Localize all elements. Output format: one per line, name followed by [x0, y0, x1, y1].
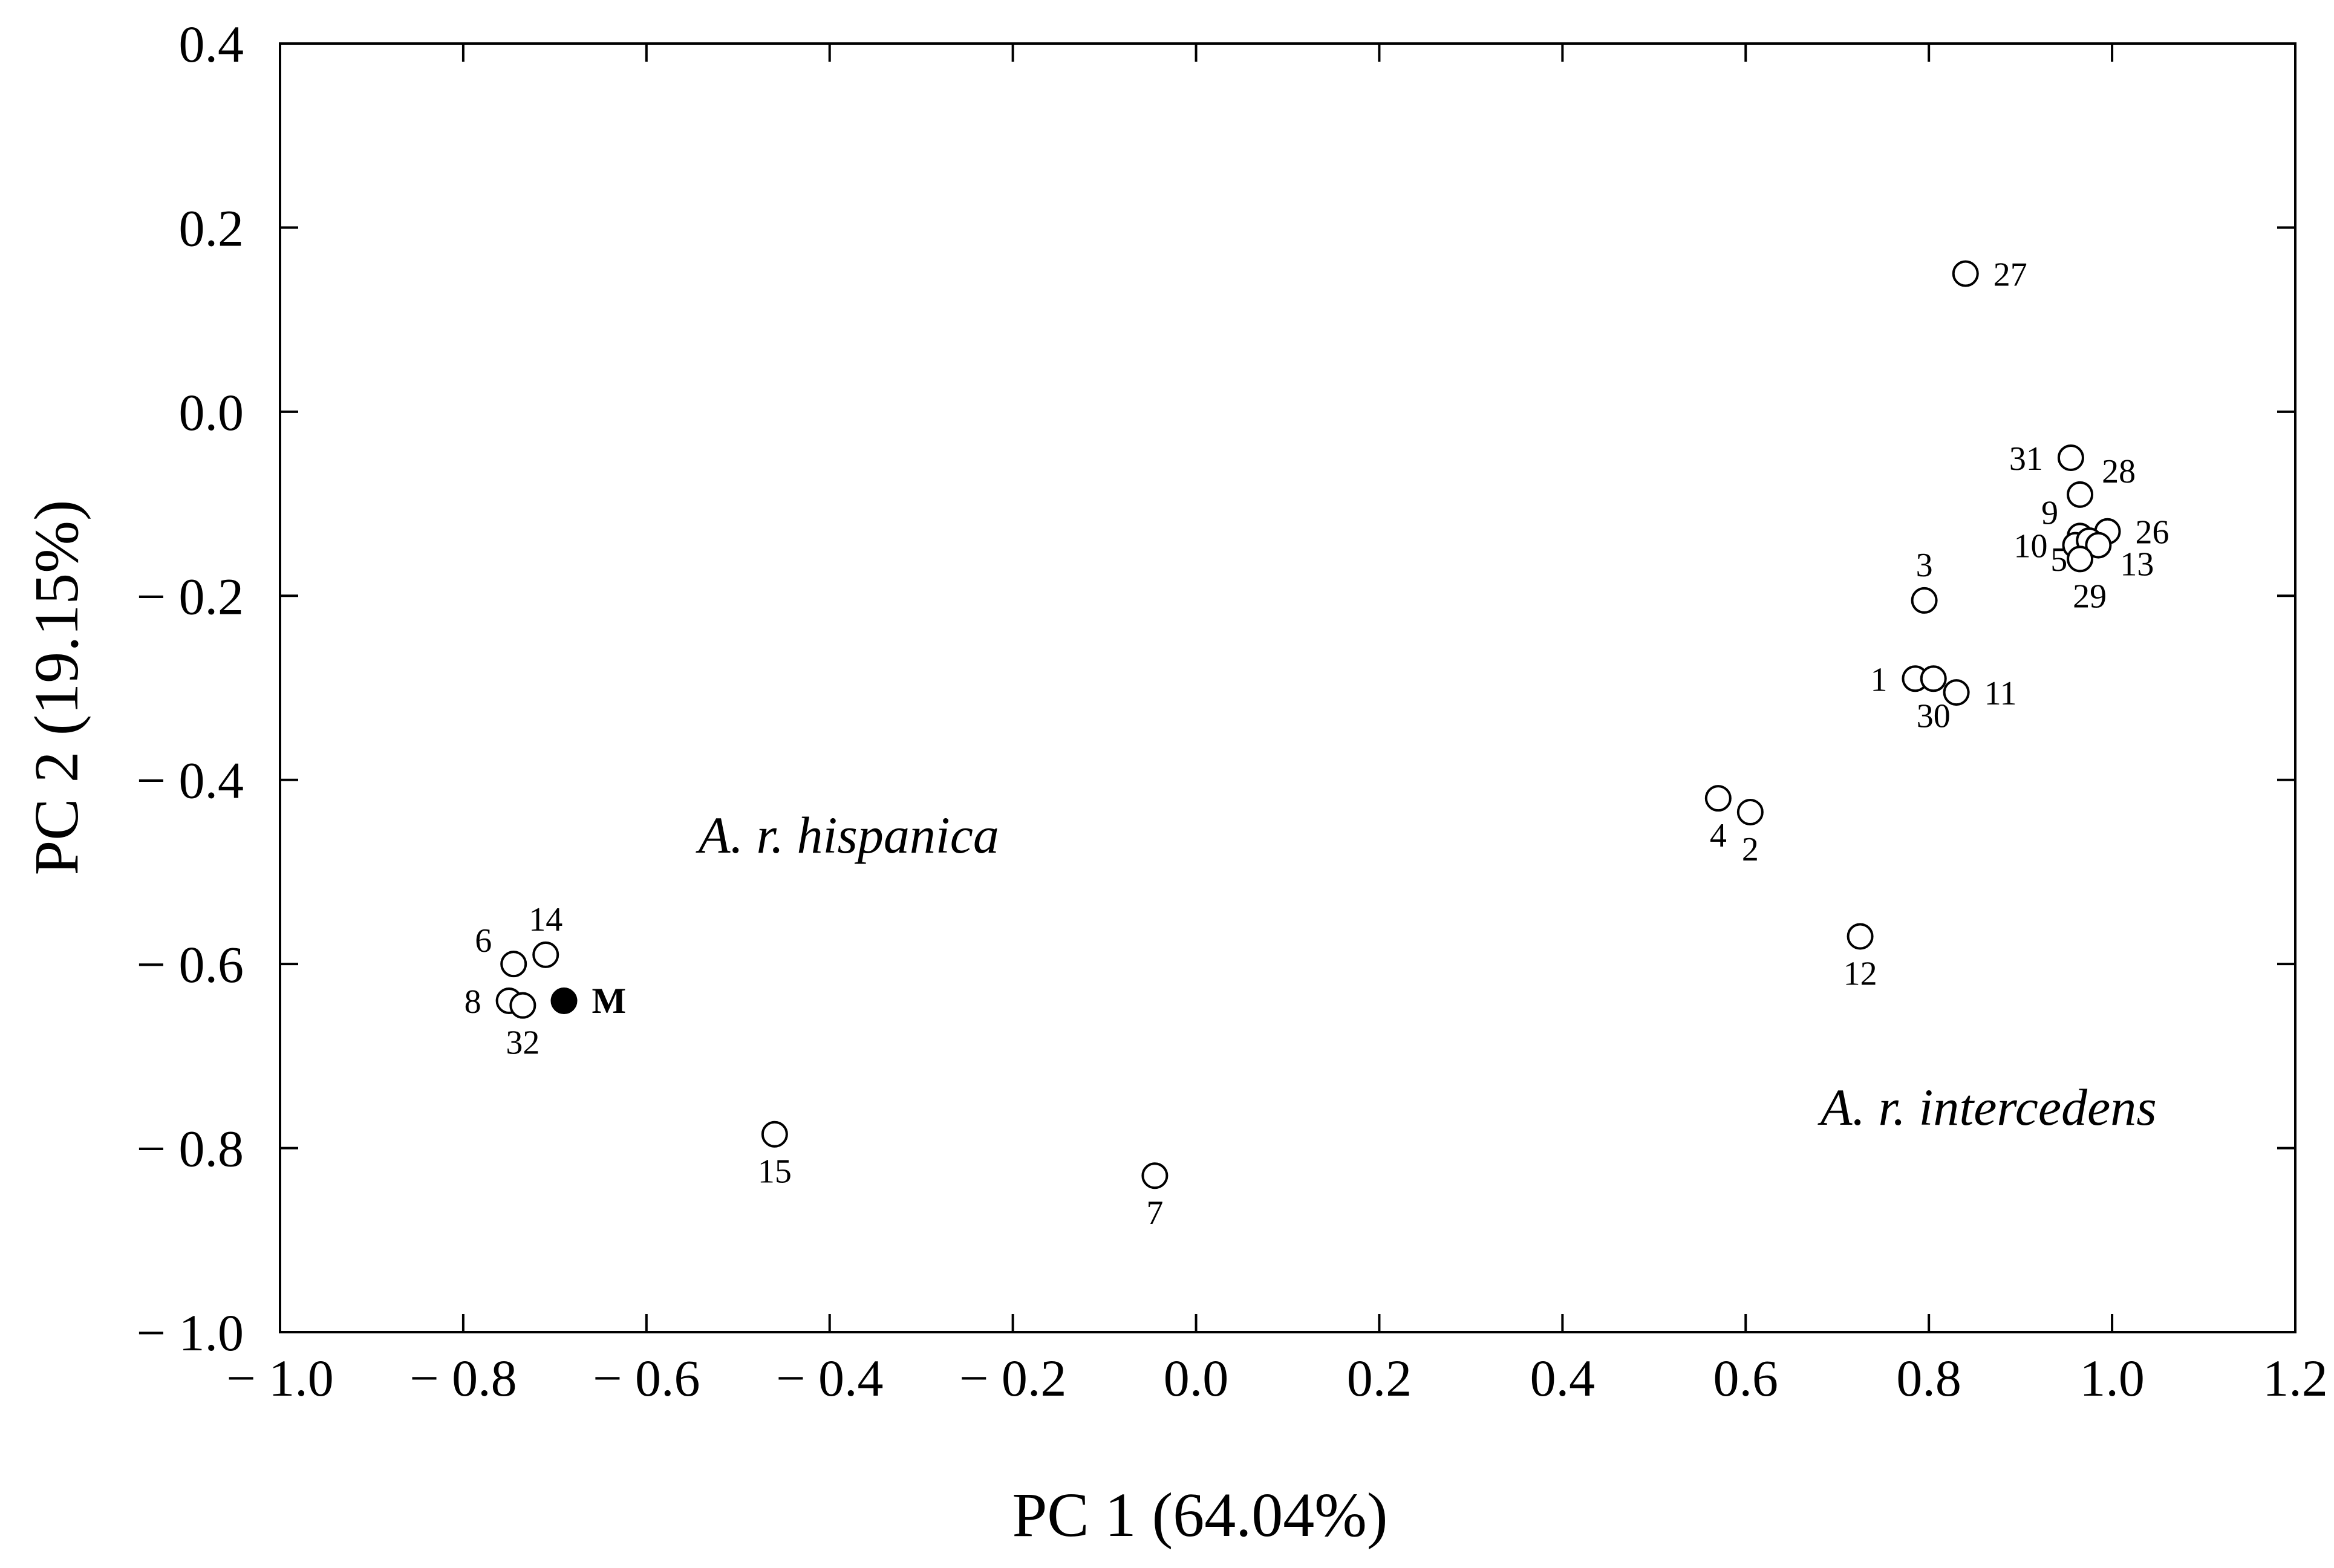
- data-point: [2085, 532, 2112, 559]
- data-point-label: 2: [1742, 831, 1759, 868]
- x-tick-label: 1.2: [2263, 1349, 2328, 1407]
- data-point: [1911, 587, 1938, 614]
- data-point: [2067, 481, 2094, 508]
- x-tick-label: − 1.0: [226, 1349, 334, 1407]
- data-point-label: 13: [2120, 546, 2154, 584]
- data-point: [2067, 545, 2094, 573]
- x-axis-title: PC 1 (64.04%): [1012, 1480, 1387, 1550]
- annotation-hispanica: A. r. hispanica: [696, 806, 999, 864]
- y-tick-label: − 1.0: [136, 1304, 244, 1362]
- data-point: [1920, 665, 1947, 692]
- data-point-label: 11: [1984, 675, 2017, 712]
- data-point-label: 1: [1870, 661, 1887, 698]
- data-point-label: 7: [1146, 1194, 1163, 1232]
- plot-area-frame: [279, 42, 2297, 1333]
- y-tick-label: − 0.6: [136, 935, 244, 994]
- data-point: [2057, 444, 2084, 471]
- y-tick-label: 0.2: [179, 199, 244, 257]
- data-point-label: 12: [1843, 955, 1877, 992]
- data-point: [1141, 1162, 1169, 1189]
- data-point-label: 15: [758, 1153, 792, 1191]
- data-point-label: 10: [2014, 528, 2048, 565]
- data-point: [500, 951, 527, 978]
- x-tick-label: − 0.8: [409, 1349, 517, 1407]
- data-point-filled: [550, 987, 578, 1015]
- x-tick-label: − 0.4: [776, 1349, 884, 1407]
- data-point-label: 31: [2009, 440, 2043, 478]
- data-point-label: 32: [506, 1024, 539, 1062]
- data-point-label: M: [592, 981, 627, 1021]
- x-tick-label: 1.0: [2079, 1349, 2145, 1407]
- data-point: [1704, 785, 1732, 812]
- data-point-label: 26: [2136, 514, 2169, 551]
- data-point-label: 8: [465, 983, 481, 1021]
- x-axis-ticks: − 1.0 − 0.8 − 0.6 − 0.4 − 0.2 0.0 0.2 0.4 0.6 0.8…: [226, 44, 2328, 1407]
- data-point-label: 29: [2073, 577, 2107, 615]
- data-point-label: 3: [1916, 547, 1933, 584]
- data-point: [1736, 798, 1764, 825]
- x-tick-label: 0.4: [1530, 1349, 1596, 1407]
- y-tick-label: 0.4: [179, 15, 244, 73]
- y-tick-label: − 0.4: [136, 752, 244, 810]
- data-point: [1952, 260, 1979, 287]
- data-point-label: 27: [1993, 256, 2027, 294]
- x-tick-label: − 0.6: [593, 1349, 700, 1407]
- x-tick-label: 0.2: [1347, 1349, 1412, 1407]
- annotation-intercedens: A. r. intercedens: [1817, 1078, 2157, 1136]
- data-point: [532, 941, 559, 968]
- y-tick-label: − 0.8: [136, 1120, 244, 1178]
- data-point: [761, 1121, 788, 1148]
- x-tick-label: − 0.2: [959, 1349, 1067, 1407]
- data-point-label: 30: [1917, 697, 1951, 735]
- x-tick-label: 0.6: [1713, 1349, 1779, 1407]
- x-tick-label: 0.0: [1164, 1349, 1229, 1407]
- data-point-label: 14: [529, 901, 562, 939]
- data-point: [1943, 679, 1970, 706]
- x-tick-label: 0.8: [1896, 1349, 1961, 1407]
- y-axis-title: PC 2 (19.15%): [22, 499, 91, 875]
- data-point: [1847, 923, 1874, 950]
- data-point-label: 28: [2102, 453, 2136, 490]
- y-tick-label: 0.0: [179, 383, 244, 441]
- data-point-label: 4: [1710, 817, 1727, 854]
- y-axis-ticks: 0.4 0.2 0.0 − 0.2 − 0.4 − 0.6 − 0.8 − 1.0: [136, 15, 2295, 1362]
- data-point-label: 6: [475, 922, 492, 960]
- data-point: [509, 992, 536, 1019]
- y-tick-label: − 0.2: [136, 567, 244, 625]
- data-point-label: 9: [2041, 494, 2058, 532]
- data-point-label: 5: [2050, 541, 2067, 579]
